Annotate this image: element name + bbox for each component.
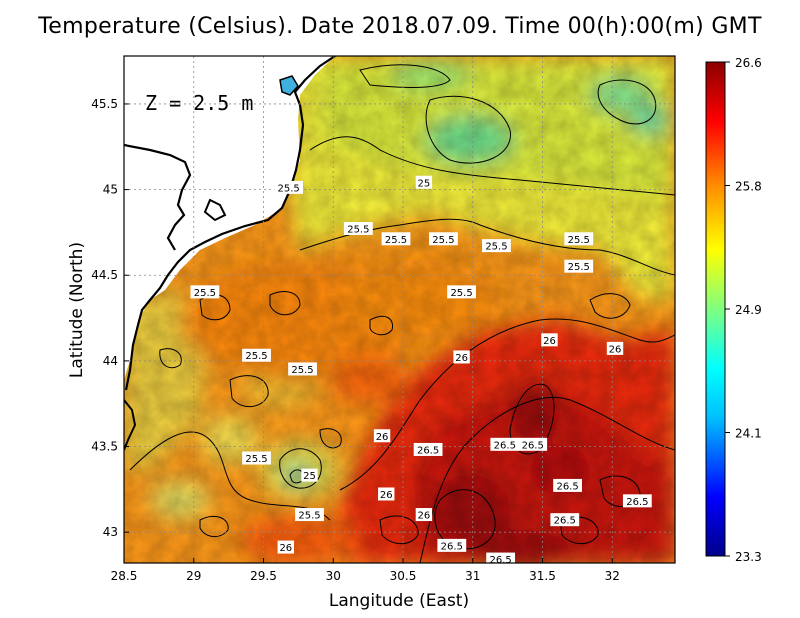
y-tick-label: 45.5	[91, 97, 118, 111]
contour-label: 25.5	[288, 362, 317, 376]
x-tick-label: 31	[465, 569, 480, 583]
x-tick-label: 30	[326, 569, 341, 583]
contour-label: 26	[378, 487, 395, 501]
y-tick-label: 44	[103, 354, 118, 368]
contour-label: 26.5	[518, 437, 548, 451]
contour-label: 26.5	[490, 437, 520, 451]
contour-label: 26	[606, 341, 624, 355]
x-tick-label: 29	[186, 569, 201, 583]
y-tick-label: 44.5	[91, 268, 118, 282]
svg-text:26.5: 26.5	[494, 440, 516, 451]
depth-label: Z = 2.5 m	[145, 91, 253, 115]
contour-label: 25.5	[564, 259, 594, 273]
contour-label: 25.5	[242, 348, 271, 362]
colorbar-gradient	[705, 61, 726, 557]
contour-labels: 25.5 25 25.5 25.5 25.5 25.5 25.5 25.5 25.5 25.5 25…	[190, 175, 652, 566]
contour-label: 26.5	[550, 513, 580, 527]
contour-label: 25.5	[274, 180, 304, 194]
svg-text:26: 26	[376, 432, 389, 443]
svg-text:25.5: 25.5	[245, 351, 267, 362]
svg-text:26.5: 26.5	[490, 555, 512, 566]
grid-lines	[124, 56, 675, 563]
contour-label: 25.5	[343, 221, 373, 235]
x-axis-ticks: 28.5 29 29.5 30 30.5 31 31.5 32	[111, 558, 620, 583]
x-tick-label: 32	[605, 569, 620, 583]
contour-label: 25.5	[295, 508, 324, 522]
colorbar-tick-label: 26.6	[735, 56, 762, 70]
svg-text:26: 26	[418, 511, 431, 522]
contour-label: 25	[415, 175, 433, 189]
svg-text:26: 26	[455, 353, 468, 364]
contour-label: 26	[453, 350, 470, 364]
plot-frame	[123, 55, 676, 564]
temperature-field	[124, 56, 675, 563]
svg-text:26: 26	[279, 543, 292, 554]
svg-text:25: 25	[303, 471, 316, 482]
svg-text:26: 26	[609, 344, 622, 355]
contour-label: 25.5	[381, 232, 411, 246]
svg-text:25: 25	[418, 178, 431, 189]
contour-label: 25.5	[564, 232, 594, 246]
svg-text:25.5: 25.5	[291, 365, 313, 376]
colorbar: 26.6 25.8 24.9 24.1 23.3	[705, 56, 762, 564]
svg-text:25.5: 25.5	[568, 235, 590, 246]
contour-label: 26	[277, 540, 295, 554]
y-tick-label: 45	[103, 183, 118, 197]
contour-label: 25	[301, 468, 318, 482]
svg-text:26: 26	[380, 490, 393, 501]
svg-text:26.5: 26.5	[554, 516, 576, 527]
colorbar-tick-label: 24.9	[735, 303, 762, 317]
svg-text:26.5: 26.5	[556, 481, 578, 492]
svg-text:25.5: 25.5	[568, 262, 590, 273]
svg-text:25.5: 25.5	[450, 288, 472, 299]
svg-text:25.5: 25.5	[277, 183, 299, 194]
svg-text:26.5: 26.5	[522, 440, 544, 451]
svg-text:25.5: 25.5	[245, 454, 267, 465]
svg-text:25.5: 25.5	[298, 511, 320, 522]
colorbar-tick-label: 25.8	[735, 180, 762, 194]
contour-label: 26.5	[553, 478, 582, 492]
contour-label: 26.5	[486, 552, 516, 566]
contour-label: 26.5	[413, 442, 443, 456]
contour-label: 25.5	[190, 285, 220, 299]
colorbar-tick-label: 24.1	[735, 427, 762, 441]
contour-label: 25.5	[429, 232, 458, 246]
colorbar-tick-label: 23.3	[735, 550, 762, 564]
x-tick-label: 29.5	[250, 569, 277, 583]
svg-text:25.5: 25.5	[385, 235, 407, 246]
svg-text:26.5: 26.5	[441, 541, 463, 552]
contour-label: 26	[373, 429, 391, 443]
colorbar-ticks: 26.6 25.8 24.9 24.1 23.3	[725, 56, 762, 564]
contour-label: 25.5	[447, 285, 476, 299]
contour-label: 26.5	[437, 538, 467, 552]
contour-label: 26	[415, 508, 433, 522]
y-tick-label: 43	[103, 525, 118, 539]
y-tick-label: 43.5	[91, 440, 118, 454]
svg-text:25.5: 25.5	[347, 224, 369, 235]
contour-label: 25.5	[482, 239, 511, 253]
y-axis-ticks: 43 43.5 44 44.5 45 45.5	[91, 97, 129, 539]
contour-label: 25.5	[242, 451, 271, 465]
x-tick-label: 28.5	[111, 569, 138, 583]
x-axis-label: Langitude (East)	[329, 591, 469, 611]
svg-text:25.5: 25.5	[194, 288, 216, 299]
svg-text:26: 26	[543, 336, 556, 347]
svg-text:26.5: 26.5	[626, 497, 648, 508]
contour-label: 26.5	[622, 494, 652, 508]
contour-label: 26	[541, 333, 558, 347]
svg-text:25.5: 25.5	[432, 235, 454, 246]
svg-text:25.5: 25.5	[485, 242, 507, 253]
map-title: Temperature (Celsius). Date 2018.07.09. …	[38, 14, 762, 39]
y-axis-label: Latitude (North)	[67, 242, 87, 378]
svg-text:26.5: 26.5	[417, 445, 439, 456]
x-tick-label: 30.5	[390, 569, 417, 583]
x-tick-label: 31.5	[529, 569, 556, 583]
